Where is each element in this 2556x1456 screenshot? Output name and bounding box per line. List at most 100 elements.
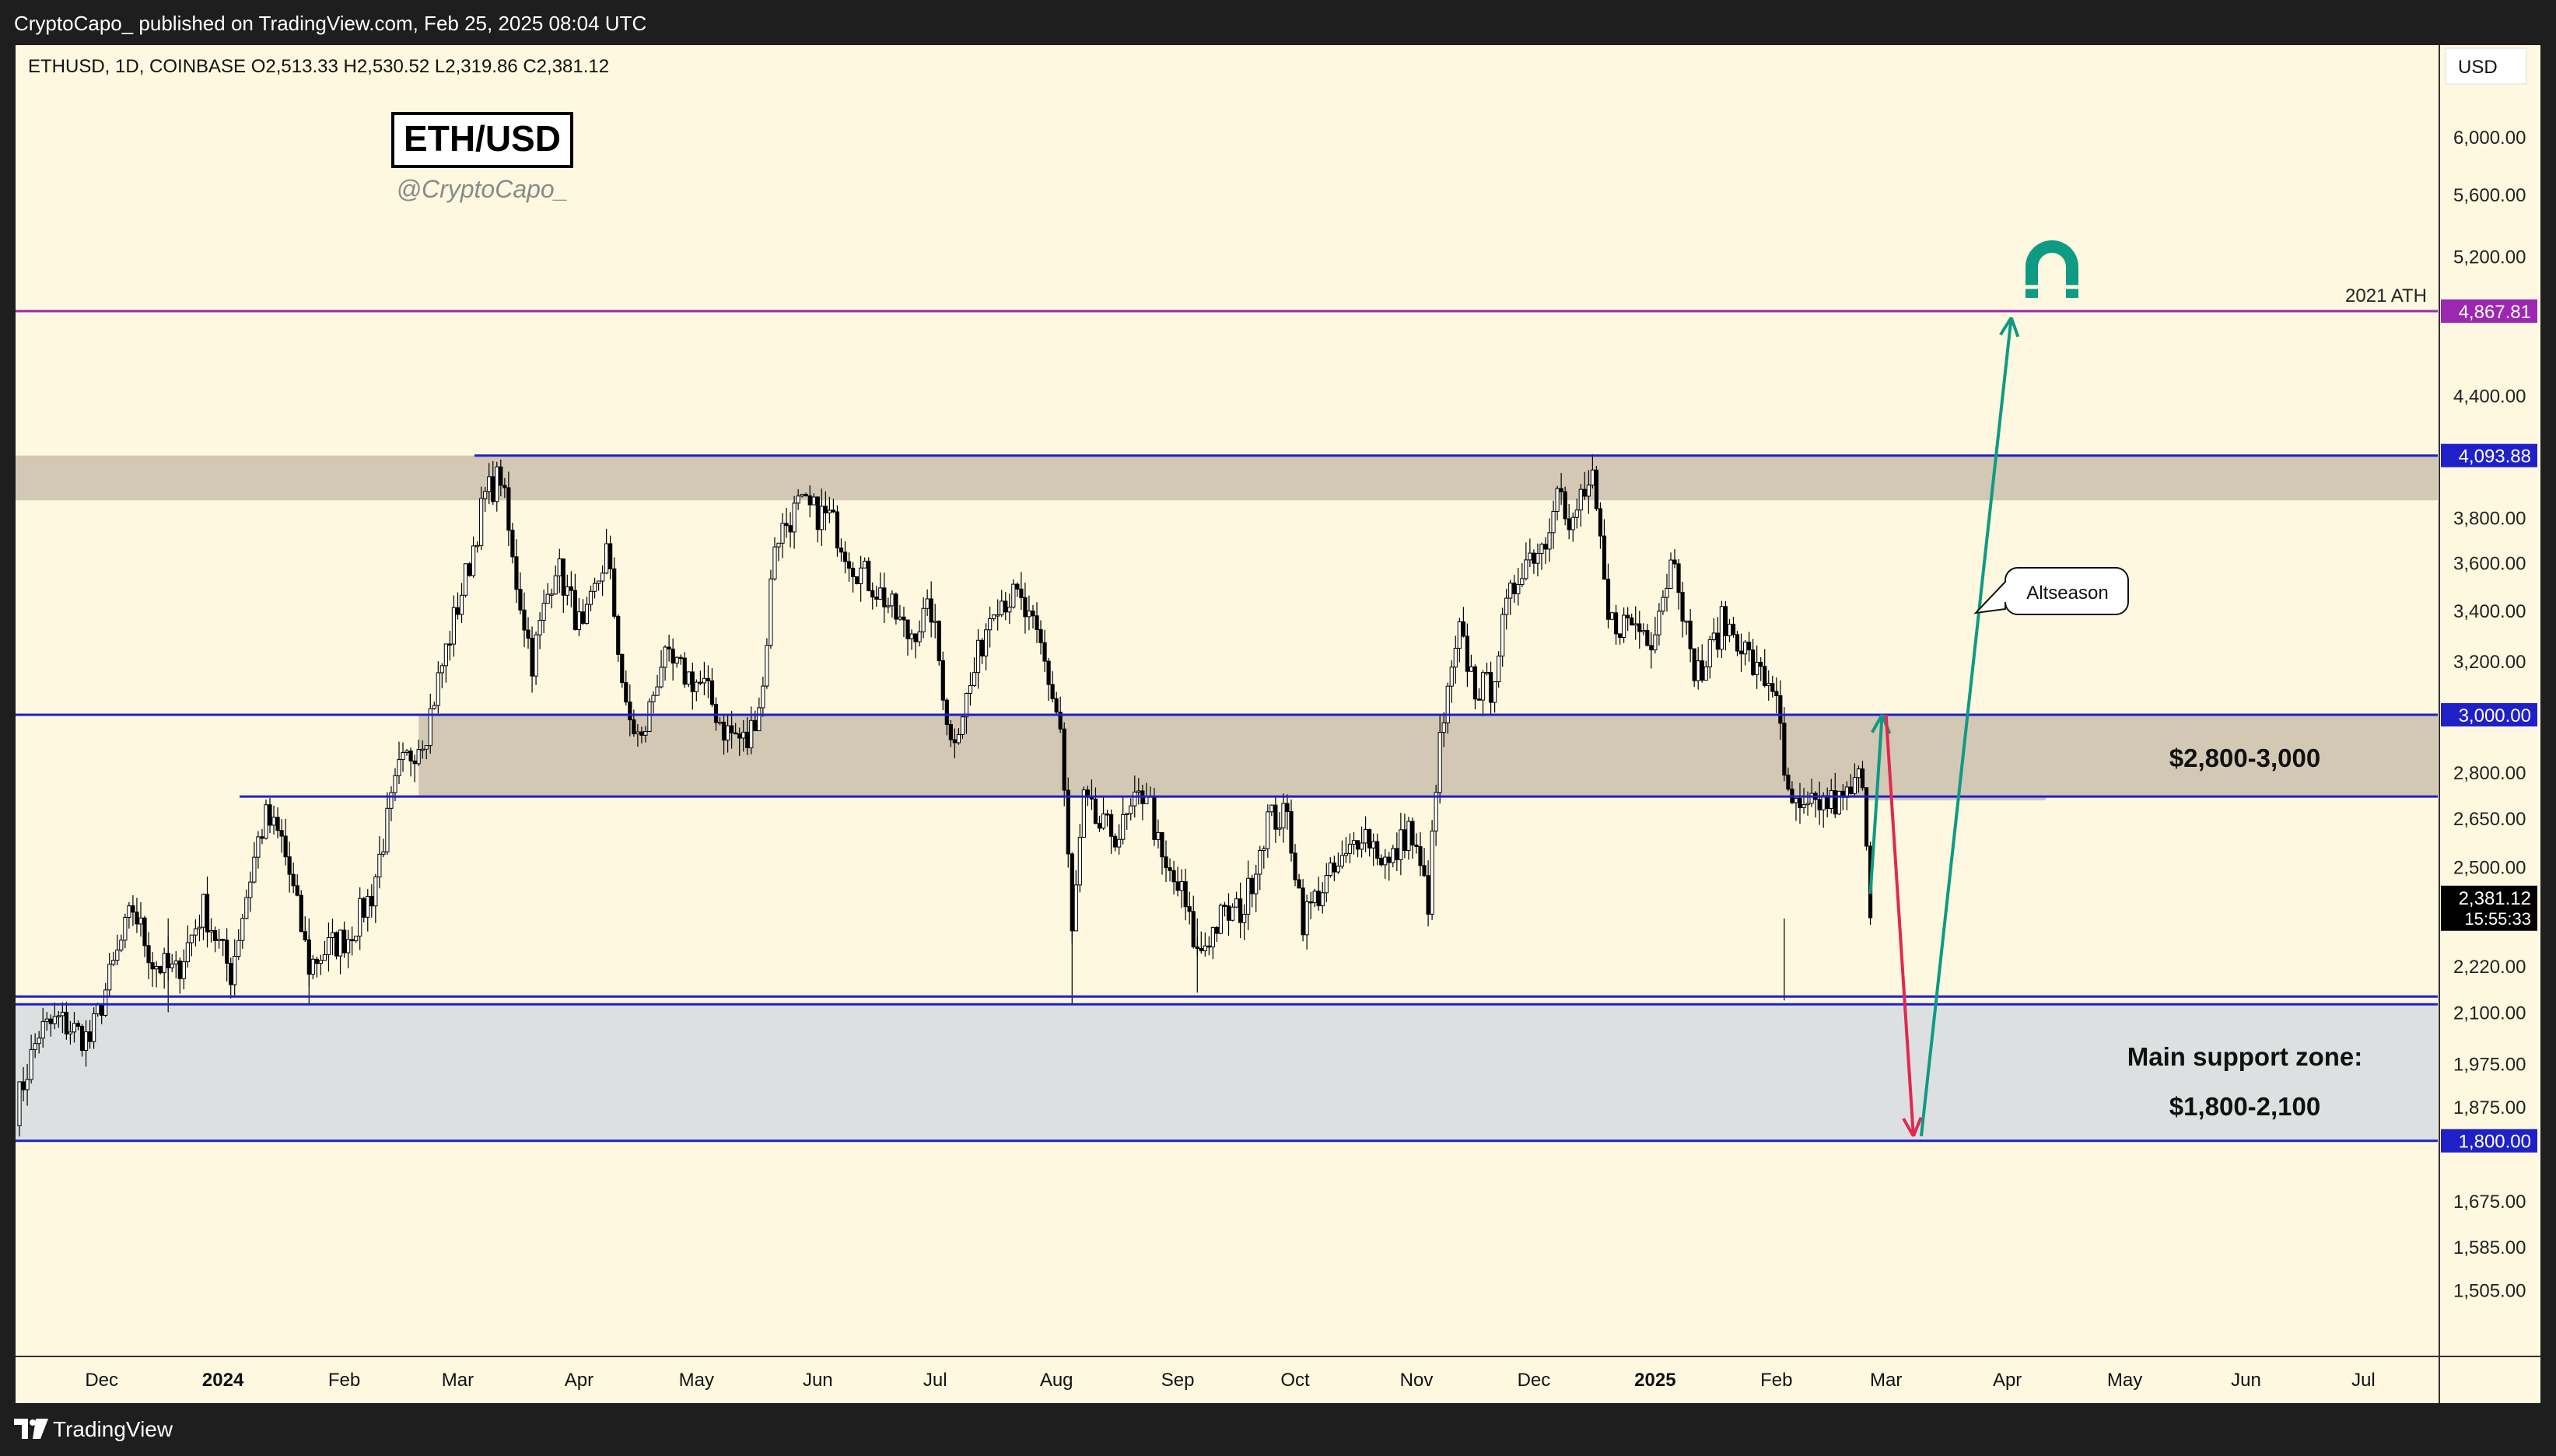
candle-body <box>1512 583 1517 594</box>
candle-body <box>424 745 429 750</box>
candle-body <box>588 590 593 605</box>
candle-body <box>1551 510 1556 534</box>
candle-body <box>624 682 628 703</box>
candle-body <box>1246 877 1251 915</box>
candle-body <box>1347 843 1353 854</box>
magnet-icon-tip <box>2026 289 2038 298</box>
candle-body <box>314 958 319 964</box>
candle-body <box>173 960 178 964</box>
price-tag <box>2441 703 2537 727</box>
candle-body <box>1105 813 1110 816</box>
candle-body <box>537 619 542 635</box>
candle-body <box>1497 655 1501 683</box>
candle-body <box>686 671 691 685</box>
candle-body <box>854 576 860 584</box>
candle-body <box>279 830 284 837</box>
candle-body <box>52 1016 57 1024</box>
candle-body <box>698 681 702 684</box>
candle-body <box>678 656 683 660</box>
x-tick-label: 2025 <box>1634 1370 1675 1391</box>
candle-body <box>584 604 590 624</box>
candle-body <box>495 466 499 502</box>
candle-body <box>572 590 577 630</box>
candle-body <box>1206 945 1211 948</box>
candle-body <box>913 633 918 642</box>
candle-body <box>1763 666 1767 686</box>
candle-body <box>366 896 370 918</box>
candle-body <box>389 792 394 809</box>
candle-body <box>185 942 190 963</box>
candle-body <box>1723 606 1728 636</box>
candle-body <box>326 936 331 955</box>
candle-body <box>1434 792 1438 831</box>
candle-body <box>96 1004 100 1014</box>
candle-body <box>381 851 386 855</box>
candle-body <box>373 876 378 907</box>
candle-body <box>1535 552 1540 564</box>
y-tick-label: 6,000.00 <box>2453 128 2526 149</box>
price-chart[interactable]: 2021 ATH Altseason $2,800-3,000 Main suppor… <box>16 45 2540 1403</box>
candle-body <box>260 836 264 839</box>
candle-body <box>549 593 554 596</box>
candle-body <box>1038 628 1043 643</box>
altseason-up-arrow-head <box>1999 317 2013 336</box>
candle-body <box>432 705 436 709</box>
candle-body <box>867 560 871 591</box>
candle-body <box>1617 633 1623 639</box>
candle-body <box>510 530 515 558</box>
candle-body <box>29 1048 33 1080</box>
tradingview-logo-icon[interactable] <box>14 1419 48 1439</box>
candle-body <box>1649 645 1654 651</box>
x-tick-label: Mar <box>1870 1370 1902 1391</box>
candle-body <box>1801 804 1806 808</box>
candle-body <box>1297 879 1301 889</box>
candle-body <box>988 618 993 631</box>
candle-body <box>917 631 922 642</box>
candle-body <box>663 646 667 668</box>
candle-body <box>408 751 413 761</box>
candle-body <box>443 643 448 667</box>
candle-body <box>1516 584 1521 594</box>
candle-body <box>135 912 139 925</box>
candle-body <box>968 684 973 695</box>
candle-body <box>635 731 640 734</box>
candle-body <box>1359 842 1364 850</box>
y-tick-label: 3,400.00 <box>2453 601 2526 622</box>
candle-body <box>1121 814 1126 840</box>
candle-body <box>800 494 804 497</box>
candle-body <box>1707 639 1712 667</box>
candle-body <box>1472 666 1478 700</box>
candle-body <box>859 567 863 584</box>
footer-bar: TradingView <box>0 1403 2556 1456</box>
candle-body <box>592 583 597 592</box>
candle-body <box>992 614 996 619</box>
candle-body <box>295 885 299 896</box>
price-tag-label: 4,867.81 <box>2459 302 2531 323</box>
candle-body <box>233 955 237 985</box>
candle-body <box>1692 648 1696 681</box>
candle-body <box>835 511 840 549</box>
candle-body <box>761 685 765 709</box>
candle-body <box>201 894 206 928</box>
x-tick-label: Dec <box>1518 1370 1551 1391</box>
candle-body <box>620 653 625 684</box>
candle-body <box>713 704 719 723</box>
candle-body <box>291 873 296 887</box>
candle-body <box>1453 647 1458 668</box>
price-tag-label: 3,000.00 <box>2459 705 2531 726</box>
candle-body <box>1817 799 1822 810</box>
y-tick-label: 3,200.00 <box>2453 652 2526 673</box>
chart-area[interactable]: 2021 ATH Altseason $2,800-3,000 Main suppor… <box>16 45 2540 1403</box>
candle-body <box>1168 867 1172 871</box>
candle-body <box>518 589 523 611</box>
candle-body <box>475 544 480 548</box>
candle-body <box>439 665 444 674</box>
candle-body <box>651 695 656 702</box>
candle-body <box>1500 614 1505 656</box>
tradingview-brand[interactable]: TradingView <box>53 1417 173 1441</box>
candle-body <box>1524 559 1528 579</box>
x-tick-label: Nov <box>1400 1370 1434 1391</box>
candle-body <box>346 939 351 954</box>
candle-body <box>1171 870 1176 883</box>
candle-body <box>447 643 453 646</box>
